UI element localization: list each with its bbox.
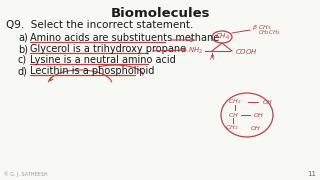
Text: Lecithin is a phospholipid: Lecithin is a phospholipid bbox=[30, 66, 154, 76]
Text: Biomolecules: Biomolecules bbox=[110, 7, 210, 20]
Text: b): b) bbox=[18, 44, 28, 54]
Text: Q9.  Select the incorrect statement.: Q9. Select the incorrect statement. bbox=[6, 20, 193, 30]
Text: $\beta$: $\beta$ bbox=[252, 24, 258, 33]
Text: $OH$: $OH$ bbox=[253, 111, 264, 119]
Text: $CH_4$: $CH_4$ bbox=[214, 32, 229, 42]
Text: $OH$: $OH$ bbox=[262, 98, 274, 106]
Text: $CH_2$: $CH_2$ bbox=[225, 123, 239, 132]
Text: Glycerol is a trihydroxy propane: Glycerol is a trihydroxy propane bbox=[30, 44, 186, 54]
Text: $CH_3$: $CH_3$ bbox=[258, 24, 271, 32]
Text: $R$: $R$ bbox=[209, 53, 215, 62]
Text: c): c) bbox=[18, 55, 27, 65]
Text: 11: 11 bbox=[307, 171, 316, 177]
Text: $OH$: $OH$ bbox=[250, 124, 261, 132]
Text: $COOH$: $COOH$ bbox=[235, 46, 258, 55]
Text: d): d) bbox=[18, 66, 28, 76]
Text: Lysine is a neutral amino acid: Lysine is a neutral amino acid bbox=[30, 55, 176, 65]
Text: $CH_2$: $CH_2$ bbox=[228, 98, 242, 106]
Text: © G. J. SATHEESH: © G. J. SATHEESH bbox=[4, 171, 48, 177]
Text: a): a) bbox=[18, 33, 28, 43]
Text: $CH$: $CH$ bbox=[228, 111, 238, 119]
Text: Amino acids are substituents methane: Amino acids are substituents methane bbox=[30, 33, 219, 43]
Text: $CH_2CH_3$: $CH_2CH_3$ bbox=[258, 29, 281, 37]
Text: $NH_2$: $NH_2$ bbox=[188, 46, 204, 56]
